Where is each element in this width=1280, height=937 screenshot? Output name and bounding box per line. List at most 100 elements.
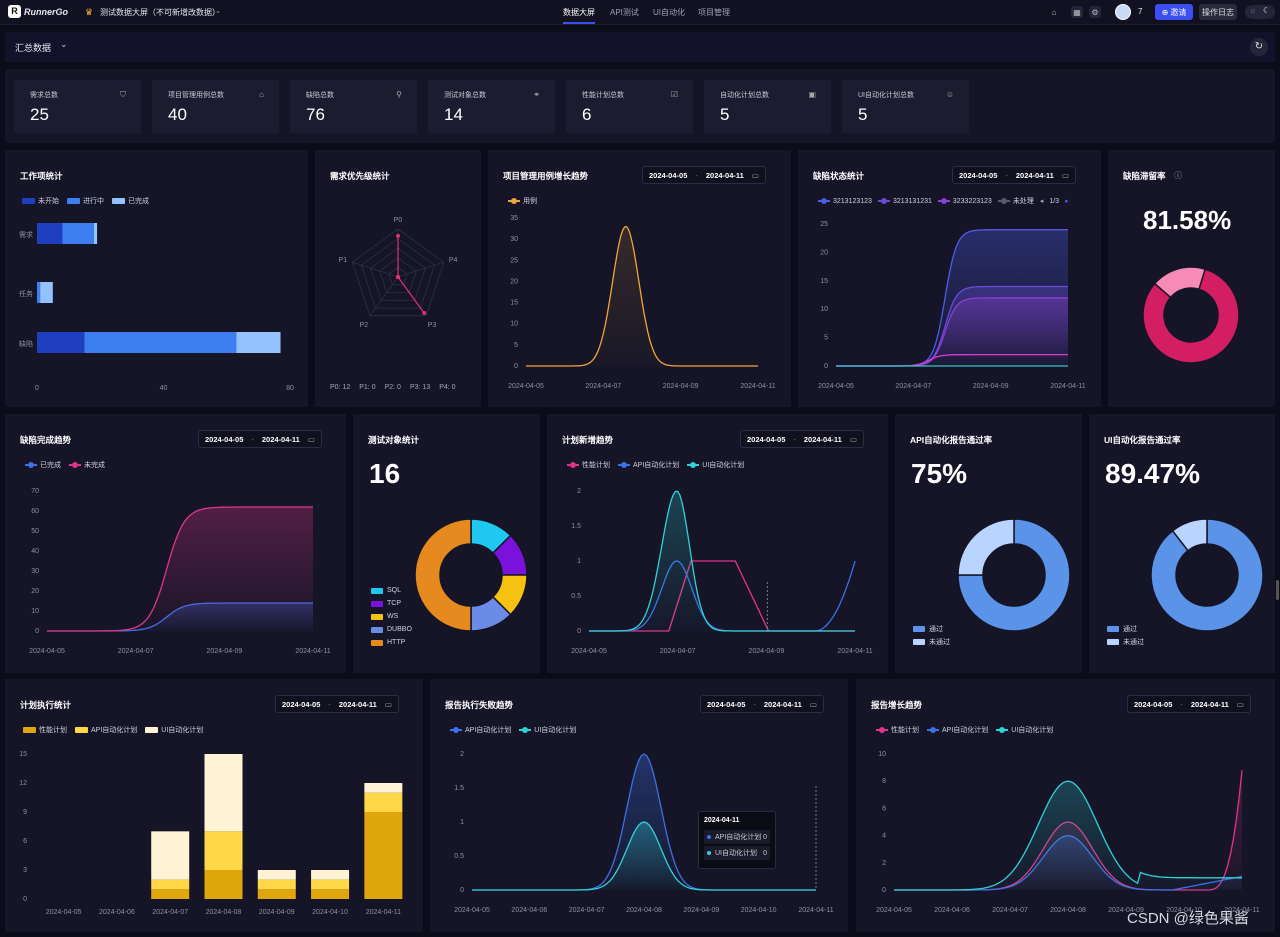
legend-item[interactable]: API自动化计划 [927,725,988,735]
legend-item[interactable]: 3213131231 [877,198,932,205]
date-range-picker[interactable]: 2024-04-05-2024-04-11 ▭ [952,166,1076,184]
chart-api-pass-donut [957,518,1071,632]
legend-item[interactable]: 已完成 [112,196,149,206]
help-icon[interactable]: ⓘ [1174,171,1182,180]
x-tick-label: 2024-04-09 [1108,907,1144,914]
bar-segment [311,889,350,899]
calendar-icon: ▭ [1061,170,1069,180]
logo-icon[interactable]: R [8,5,21,18]
nav-dashboard[interactable]: 数据大屏 [563,8,595,17]
chevron-down-icon[interactable]: ⌄ [60,39,68,49]
date-range-picker[interactable]: 2024-04-05-2024-04-11 ▭ [198,430,322,448]
legend-item[interactable]: 性能计划 [567,460,610,470]
date-range-picker[interactable]: 2024-04-05-2024-04-11 ▭ [275,695,399,713]
date-range-picker[interactable]: 2024-04-05-2024-04-11 ▭ [740,430,864,448]
date-range-picker[interactable]: 2024-04-05-2024-04-11 ▭ [1127,695,1251,713]
nav-project[interactable]: 项目管理 [698,8,730,17]
calendar-icon: ▭ [307,434,315,444]
sun-icon[interactable]: ☼ [1249,6,1257,15]
x-tick-label: 2024-04-10 [312,909,348,916]
date-range-picker[interactable]: 2024-04-05-2024-04-11 ▭ [642,166,766,184]
bar-segment [364,783,403,793]
priority-p3: P3: 13 [409,384,431,391]
legend-item[interactable]: 未开始 [22,196,59,206]
legend-item[interactable]: 3213123123 [818,198,872,205]
legend-item[interactable]: API自动化计划 [618,460,679,470]
panel-plan-new: 计划新增趋势 2024-04-05-2024-04-11 ▭ 性能计划 API自动… [547,414,888,673]
theme-toggle[interactable] [1245,5,1275,19]
avatar[interactable] [1115,4,1131,20]
gear-icon[interactable]: ⚙ [1089,6,1101,18]
legend-item[interactable]: API自动化计划 [450,725,511,735]
panel-api-pass: API自动化报告通过率 75% 通过 未通过 [895,414,1082,673]
legend-item[interactable]: SQL [371,584,412,597]
panel-ui-pass: UI自动化报告通过率 89.47% 通过 未通过 [1089,414,1275,673]
legend-item[interactable]: 已完成 [25,460,61,470]
tooltip-row: API自动化计划 0 [704,830,770,844]
operation-log-button[interactable]: 操作日志 [1199,4,1237,20]
panel-title: 工作项统计 [20,171,63,181]
tick-label: 30 [31,568,39,575]
legend-item[interactable]: 性能计划 [876,725,919,735]
legend-item[interactable]: 未处理 [997,196,1034,206]
legend-item[interactable]: 未通过 [1107,635,1144,648]
legend-item[interactable]: UI自动化计划 [687,460,744,470]
invite-button[interactable]: ⊕ 邀请 [1155,4,1193,20]
tick-label: 5 [824,335,828,342]
legend-item[interactable]: 用例 [508,196,537,206]
x-tick-label: 2024-04-07 [660,648,696,655]
legend-item[interactable]: 未完成 [69,460,105,470]
series-growth-area [894,781,1242,890]
series-plan-new-area [589,491,855,631]
scrollbar[interactable] [1276,580,1279,600]
legend-item[interactable]: 通过 [913,622,950,635]
stat-card-ui-plans: UI自动化计划总数 ☺ 5 [842,80,969,133]
chart-ui-pass-donut [1150,518,1264,632]
donut-slice [1150,518,1264,632]
legend-item[interactable]: UI自动化计划 [996,725,1053,735]
legend-item[interactable]: UI自动化计划 [145,725,203,735]
x-tick-label: 2024-04-08 [206,909,242,916]
bar-segment [364,792,403,812]
legend-item[interactable]: DUBBO [371,623,412,636]
series-case-area [526,226,758,366]
legend-item[interactable]: 未通过 [913,635,950,648]
legend-item[interactable]: TCP [371,597,412,610]
radar-indicator: P1 [339,257,348,264]
chevron-down-icon[interactable]: ⌄ [215,8,221,15]
refresh-button[interactable]: ↻ [1250,38,1268,56]
legend-item[interactable]: HTTP [371,636,412,649]
legend-item[interactable]: 性能计划 [23,725,67,735]
tick-label: 0 [882,887,886,894]
layout-icon[interactable]: ▦ [1071,6,1083,18]
team-selector[interactable]: 测试数据大屏（不可新增改数据） [100,8,220,17]
legend-item[interactable]: 通过 [1107,622,1144,635]
legend-next-icon[interactable]: ▸ [1065,198,1069,205]
legend-item[interactable]: 进行中 [67,196,104,206]
stat-value: 14 [444,105,463,124]
summary-title[interactable]: 汇总数据 [15,43,52,53]
legend-item[interactable]: API自动化计划 [75,725,137,735]
x-tick-label: 2024-04-07 [118,648,154,655]
stat-card-bugs: 缺陷总数 ⚲ 76 [290,80,417,133]
series-case-line [526,225,758,367]
legend-item[interactable]: UI自动化计划 [519,725,576,735]
tick-label: 35 [510,215,518,222]
user-plus-icon: ⊕ [1161,7,1169,17]
legend: 通过 未通过 [1107,622,1144,648]
stat-value: 76 [306,105,325,124]
ui-pass-value: 89.47% [1105,458,1200,489]
home-icon[interactable]: ⌂ [1051,7,1057,17]
legend-prev-icon[interactable]: ◂ [1039,198,1044,205]
date-range-picker[interactable]: 2024-04-05-2024-04-11 ▭ [700,695,824,713]
legend-item[interactable]: WS [371,610,412,623]
panel-work-items: 工作项统计 未开始 进行中 已完成 需求 任务 缺陷 0 40 80 [5,150,308,407]
stat-value: 40 [168,105,187,124]
nav-ui-auto[interactable]: UI自动化 [653,8,685,17]
panel-title: 缺陷状态统计 [813,171,865,181]
legend: 3213123123 3213131231 3233223123 未处理 ◂ 1… [818,196,1069,206]
legend-item[interactable]: 3233223123 [937,198,992,205]
x-tick-label: 2024-04-11 [295,648,330,655]
nav-api-test[interactable]: API测试 [610,8,639,17]
moon-icon[interactable]: ☾ [1263,6,1271,15]
